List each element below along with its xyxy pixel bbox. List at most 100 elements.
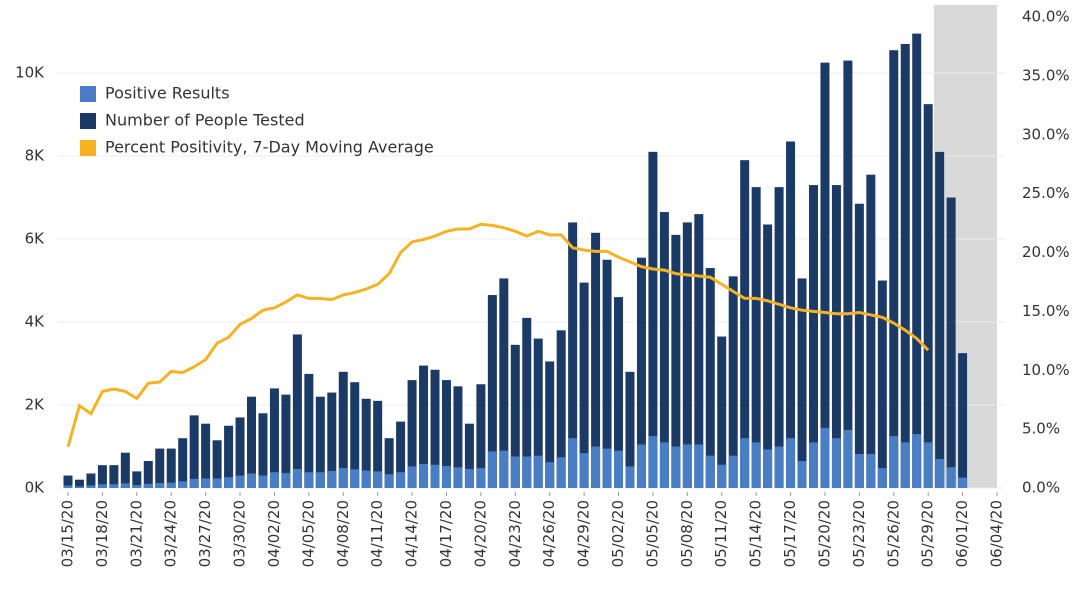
x-tick-label: 04/20/20: [471, 500, 489, 567]
bar: [315, 396, 325, 488]
bar: [396, 421, 406, 488]
line: [66, 222, 930, 448]
bar: [74, 486, 84, 488]
bar: [212, 440, 222, 488]
bar: [522, 456, 532, 488]
x-tick-label: 03/24/20: [162, 500, 180, 567]
bar: [877, 280, 887, 488]
y2-tick-label: 0.0%: [1022, 479, 1060, 497]
bar: [866, 453, 876, 488]
x-tick-label: 05/29/20: [919, 500, 937, 567]
bar: [327, 470, 337, 488]
bar: [568, 222, 578, 488]
bar: [63, 475, 73, 488]
bar: [510, 456, 520, 488]
y2-tick-label: 30.0%: [1022, 125, 1070, 143]
x-tick-label: 03/15/20: [59, 500, 77, 567]
bar: [694, 214, 704, 488]
bar: [682, 222, 692, 488]
bar: [155, 483, 165, 488]
bar: [487, 295, 497, 488]
bar: [545, 361, 555, 488]
bar: [854, 203, 864, 488]
x-tick-label: 03/27/20: [196, 500, 214, 567]
bar: [625, 371, 635, 488]
y2-tick-label: 35.0%: [1022, 66, 1070, 84]
bar: [384, 474, 394, 488]
bar: [189, 415, 199, 488]
bar: [717, 464, 727, 488]
bar: [820, 427, 830, 488]
bar: [659, 212, 669, 488]
bar: [556, 330, 566, 488]
y2-tick-label: 10.0%: [1022, 361, 1070, 379]
bar: [900, 442, 910, 488]
bar: [568, 438, 578, 488]
bar: [178, 481, 188, 488]
bar: [694, 444, 704, 488]
bar: [625, 466, 635, 488]
y2-tick-label: 5.0%: [1022, 420, 1060, 438]
bar: [74, 479, 84, 488]
bar: [912, 33, 922, 488]
x-tick-label: 03/21/20: [127, 500, 145, 567]
bar: [751, 187, 761, 488]
x-tick-label: 06/04/20: [988, 500, 1006, 567]
bar: [854, 453, 864, 488]
bar: [350, 382, 360, 488]
bar: [499, 278, 509, 488]
bar: [614, 450, 624, 488]
bar: [728, 276, 738, 488]
bar: [166, 482, 176, 488]
bar: [808, 185, 818, 488]
x-tick-label: 04/14/20: [403, 500, 421, 567]
bar: [143, 483, 153, 488]
bar: [109, 484, 119, 488]
bar: [602, 259, 612, 488]
bar: [487, 451, 497, 488]
bar: [327, 392, 337, 488]
bar: [579, 453, 589, 488]
bar: [671, 446, 681, 488]
bar: [889, 50, 899, 488]
bar: [705, 455, 715, 488]
x-tick-label: 04/17/20: [437, 500, 455, 567]
bar: [292, 468, 302, 488]
x-tick-label: 05/20/20: [815, 500, 833, 567]
bar: [636, 257, 646, 488]
legend-swatch: [80, 86, 96, 102]
bar: [315, 472, 325, 488]
bar: [120, 452, 130, 488]
bar: [797, 461, 807, 488]
bar: [63, 485, 73, 488]
bar: [843, 60, 853, 488]
y-tick-label: 0K: [25, 479, 46, 497]
bar: [407, 380, 417, 488]
bar: [201, 423, 211, 488]
bar: [556, 457, 566, 488]
bar: [247, 473, 257, 488]
x-tick-label: 05/17/20: [781, 500, 799, 567]
bar: [269, 472, 279, 488]
y-tick-label: 8K: [25, 147, 46, 165]
bar: [201, 478, 211, 488]
bar: [946, 467, 956, 488]
legend-label: Number of People Tested: [105, 111, 305, 130]
x-tick-label: 04/08/20: [334, 500, 352, 567]
bar: [281, 473, 291, 488]
x-tick-label: 05/11/20: [712, 500, 730, 567]
bar: [533, 338, 543, 488]
bar: [361, 398, 371, 488]
bar: [763, 224, 773, 488]
bar: [877, 468, 887, 488]
bar: [889, 436, 899, 488]
x-tick-label: 03/18/20: [93, 500, 111, 567]
bar: [900, 43, 910, 488]
bar: [510, 344, 520, 488]
bar: [591, 446, 601, 488]
bar: [396, 472, 406, 488]
y2-tick-label: 20.0%: [1022, 243, 1070, 261]
x-tick-label: 03/30/20: [231, 500, 249, 567]
bar: [579, 282, 589, 488]
bar: [453, 386, 463, 488]
